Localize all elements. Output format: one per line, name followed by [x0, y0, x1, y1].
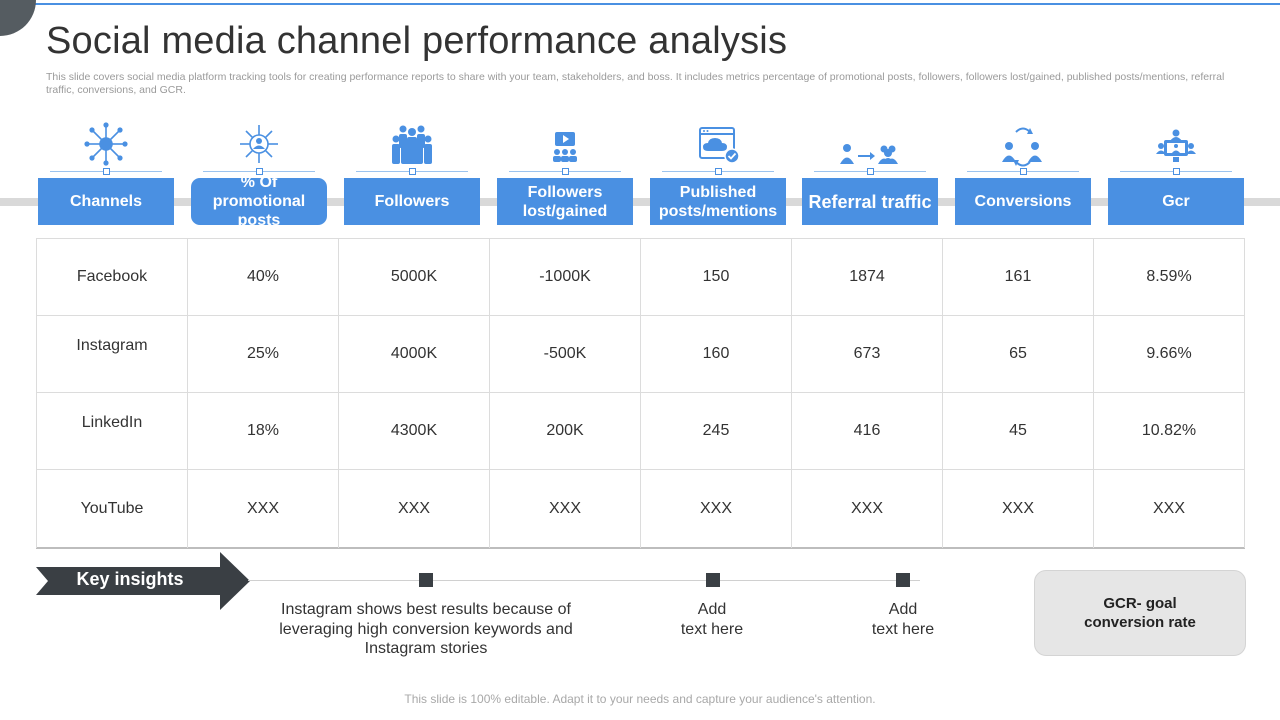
channel-name-cell: YouTube: [36, 470, 187, 548]
table-cell: 18%: [187, 393, 338, 469]
referral-arrow-icon: [838, 120, 902, 168]
column-header-label: Channels: [38, 178, 174, 225]
video-conference-icon: [1152, 120, 1200, 168]
slide-title: Social media channel performance analysi…: [46, 20, 788, 62]
timeline-marker: [896, 573, 910, 587]
timeline-marker: [706, 573, 720, 587]
table-cell: 40%: [187, 239, 338, 315]
table-cell: 161: [942, 239, 1093, 315]
table-cell: XXX: [791, 470, 942, 548]
table-cell: 160: [640, 316, 791, 392]
column-header-gcr: Gcr: [1108, 118, 1244, 226]
slide-subtitle: This slide covers social media platform …: [46, 71, 1225, 96]
column-connector-dot: [1019, 168, 1027, 175]
column-connector-dot: [102, 168, 110, 175]
column-header-label: Followers lost/gained: [497, 178, 633, 225]
table-cell: 25%: [187, 316, 338, 392]
column-connector-dot: [255, 168, 263, 175]
column-header-followers: Followers: [344, 118, 480, 226]
key-insights-arrow: [36, 552, 250, 610]
table-cell: XXX: [640, 470, 791, 548]
table-cell: 5000K: [338, 239, 489, 315]
column-header-label: % Of promotional posts: [191, 178, 327, 225]
table-row: Instagram 25% 4000K -500K 160 673 65 9.6…: [36, 316, 1245, 393]
column-header-label: Conversions: [955, 178, 1091, 225]
table-cell: 1874: [791, 239, 942, 315]
performance-table: Facebook 40% 5000K -1000K 150 1874 161 8…: [36, 238, 1245, 549]
column-connector-dot: [1172, 168, 1180, 175]
table-cell: 4300K: [338, 393, 489, 469]
channel-name-cell: Facebook: [36, 239, 187, 315]
column-header-promotional-posts: % Of promotional posts: [191, 118, 327, 226]
channel-name-cell: Instagram: [36, 316, 187, 392]
column-header-referral-traffic: Referral traffic: [802, 118, 938, 226]
header-band: [0, 198, 1280, 206]
column-header-label: Referral traffic: [802, 178, 938, 225]
column-connector-dot: [866, 168, 874, 175]
column-header-followers-lost-gained: Followers lost/gained: [497, 118, 633, 226]
table-cell: 245: [640, 393, 791, 469]
column-header-published-posts: Published posts/mentions: [650, 118, 786, 226]
table-cell: -500K: [489, 316, 640, 392]
user-hub-icon: [235, 120, 283, 168]
table-row: Facebook 40% 5000K -1000K 150 1874 161 8…: [36, 239, 1245, 316]
column-header-conversions: Conversions: [955, 118, 1091, 226]
column-header-label: Followers: [344, 178, 480, 225]
table-cell: 673: [791, 316, 942, 392]
cloud-browser-icon: [694, 120, 742, 168]
column-connector-dot: [408, 168, 416, 175]
table-cell: 4000K: [338, 316, 489, 392]
table-cell: XXX: [489, 470, 640, 548]
table-row: YouTube XXX XXX XXX XXX XXX XXX XXX: [36, 470, 1245, 548]
column-connector-dot: [714, 168, 722, 175]
insight-note: Instagram shows best results because of …: [279, 601, 573, 657]
people-group-icon: [388, 120, 436, 168]
insights-timeline: [248, 580, 920, 581]
channel-name-cell: LinkedIn: [36, 393, 187, 469]
user-exchange-icon: [999, 120, 1047, 168]
insight-note: Add text here: [871, 601, 935, 638]
column-header-label: Published posts/mentions: [650, 178, 786, 225]
table-cell: XXX: [338, 470, 489, 548]
key-insights-label: Key insights: [76, 569, 184, 589]
table-cell: 45: [942, 393, 1093, 469]
slide-footer: This slide is 100% editable. Adapt it to…: [404, 692, 876, 706]
column-header-label: Gcr: [1108, 178, 1244, 225]
corner-grey-shape: [0, 0, 36, 36]
table-cell: 9.66%: [1093, 316, 1245, 392]
insight-note: Add text here: [680, 601, 744, 638]
table-cell: -1000K: [489, 239, 640, 315]
top-accent-line: [0, 3, 1280, 5]
monitor-users-icon: [541, 120, 589, 168]
column-connector-dot: [561, 168, 569, 175]
table-cell: 150: [640, 239, 791, 315]
table-cell: 8.59%: [1093, 239, 1245, 315]
table-cell: XXX: [942, 470, 1093, 548]
table-cell: XXX: [187, 470, 338, 548]
table-cell: 200K: [489, 393, 640, 469]
gcr-definition-box: GCR- goal conversion rate: [1034, 570, 1246, 656]
table-row: LinkedIn 18% 4300K 200K 245 416 45 10.82…: [36, 393, 1245, 470]
table-cell: XXX: [1093, 470, 1245, 548]
column-header-channels: Channels: [38, 118, 174, 226]
table-cell: 10.82%: [1093, 393, 1245, 469]
network-icon: [82, 120, 130, 168]
timeline-marker: [419, 573, 433, 587]
table-cell: 65: [942, 316, 1093, 392]
table-cell: 416: [791, 393, 942, 469]
